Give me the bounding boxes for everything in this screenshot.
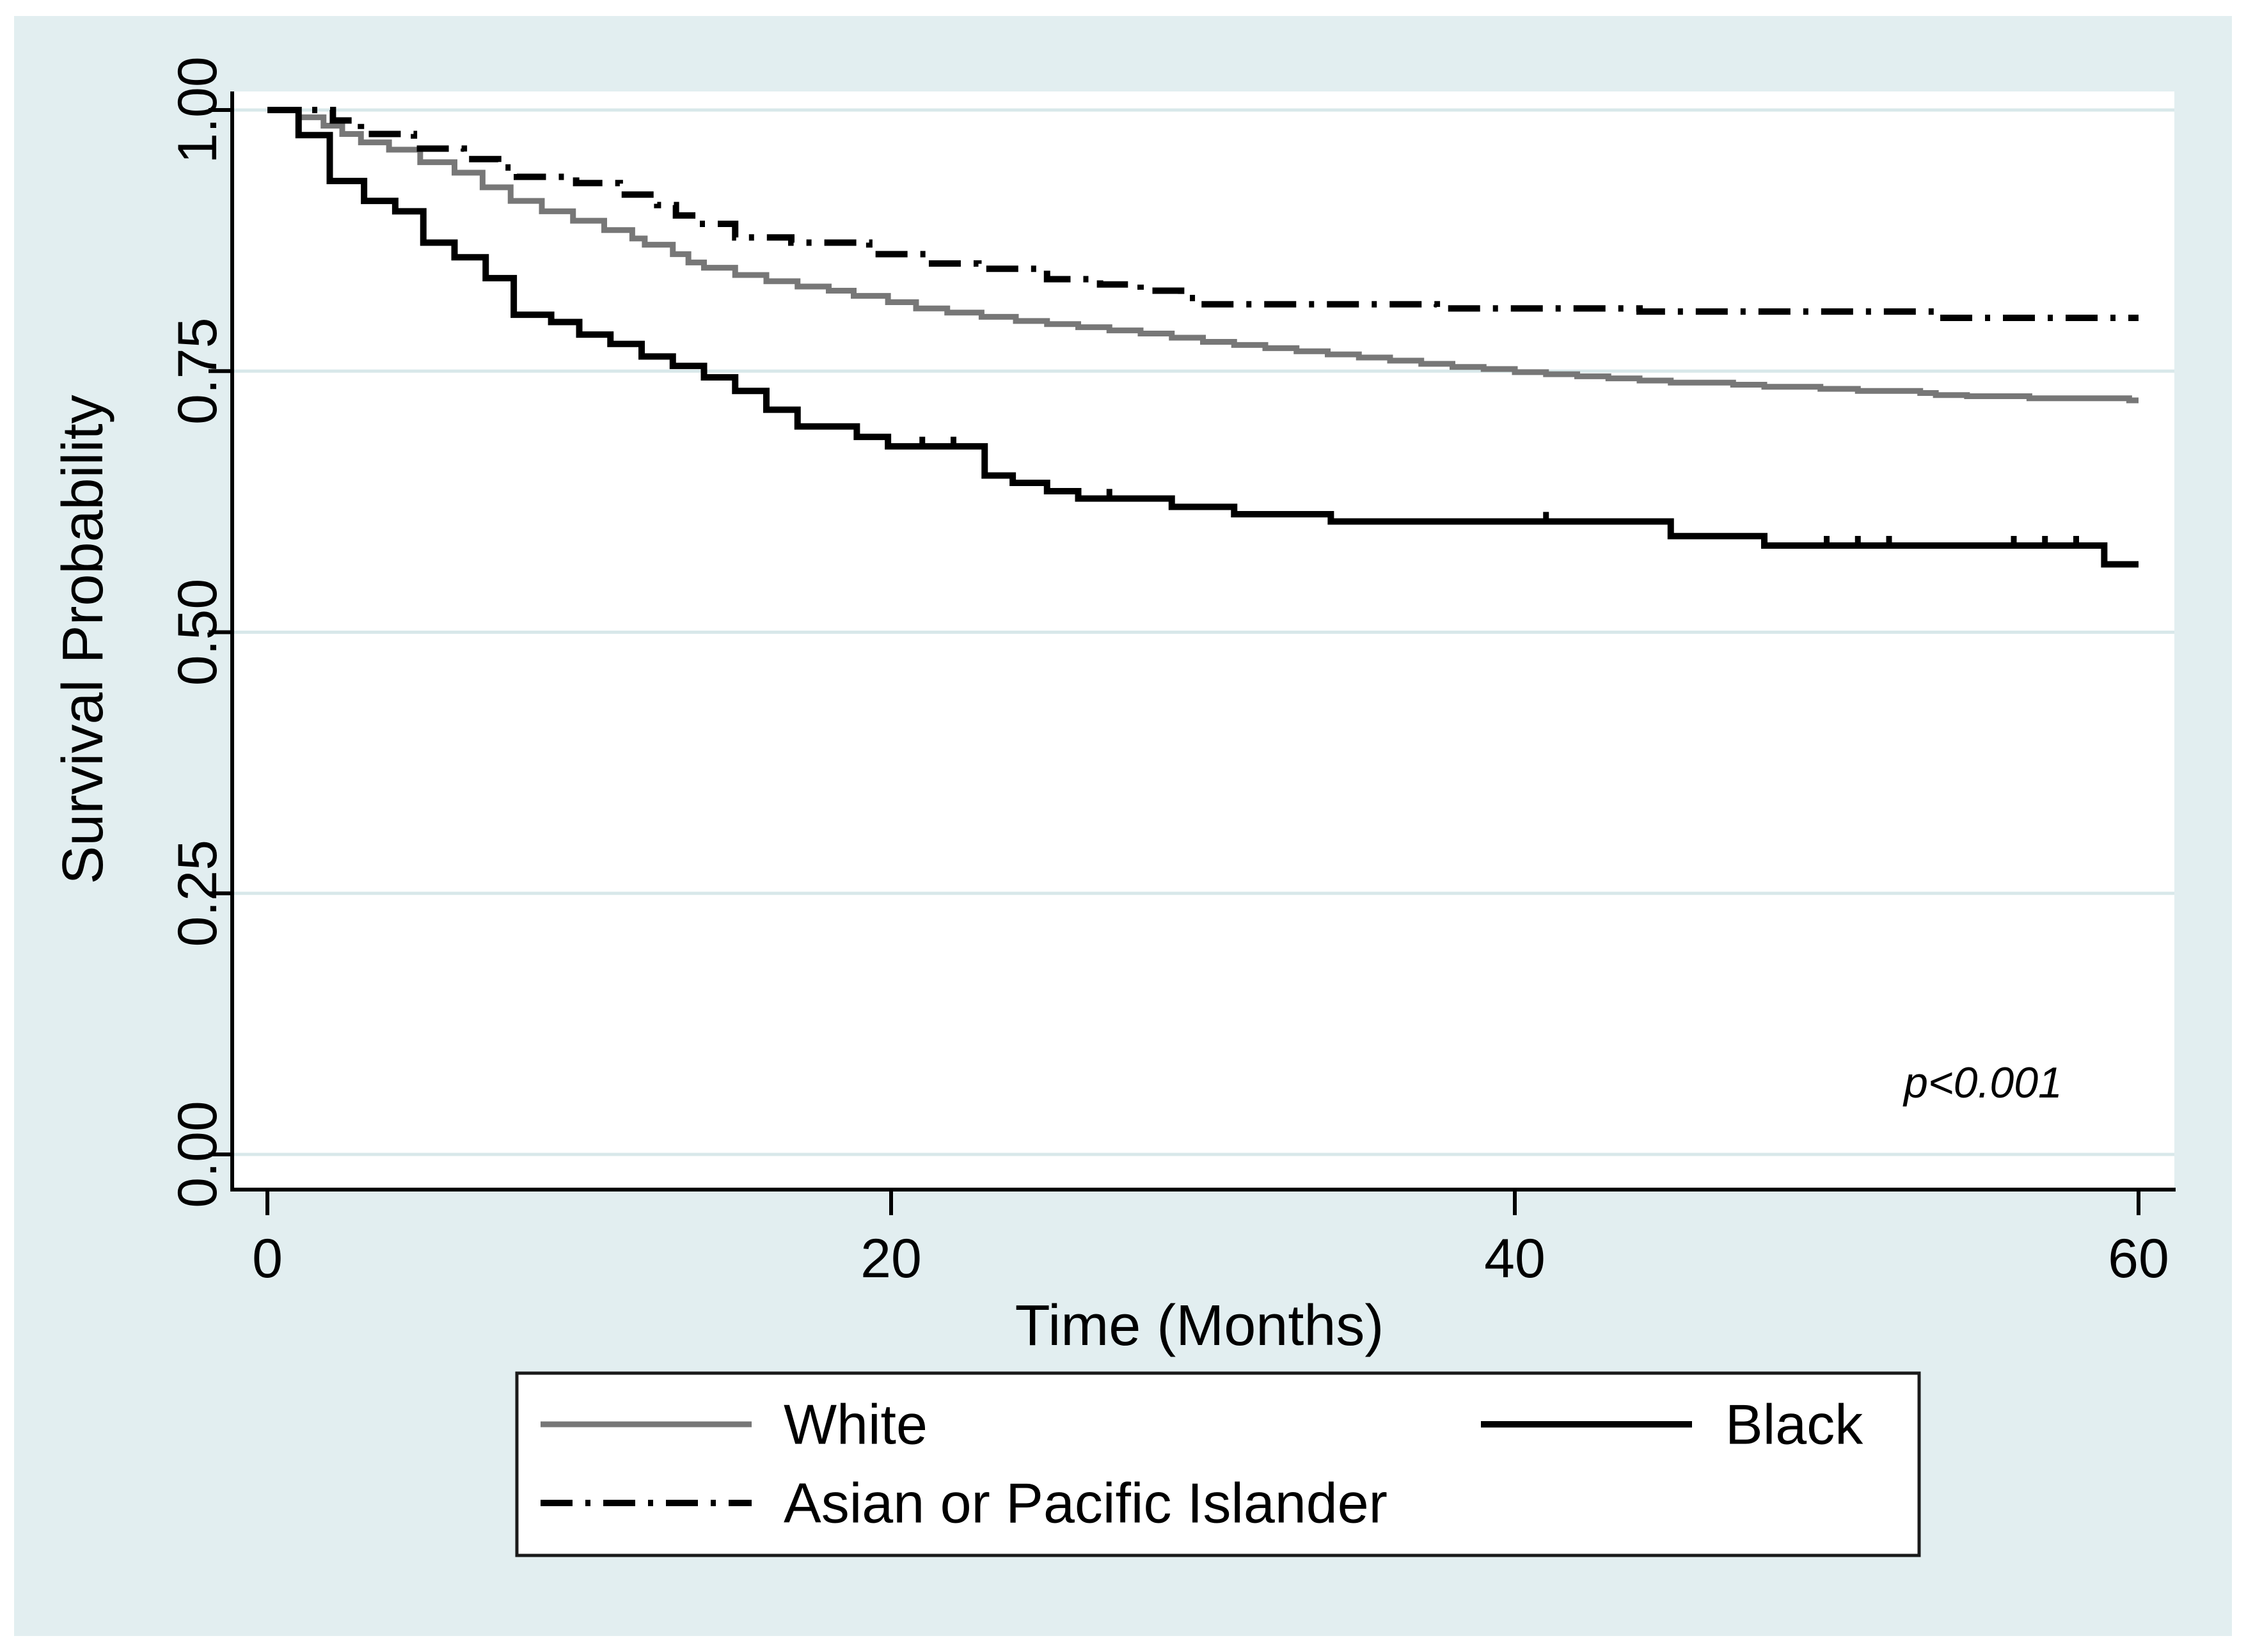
y-tick-label: 0.50 (167, 579, 228, 686)
legend-label-black: Black (1725, 1393, 1863, 1456)
y-tick-label: 0.25 (167, 840, 228, 947)
y-axis-title: Survival Probability (51, 395, 115, 884)
x-axis-title: Time (Months) (1015, 1294, 1384, 1358)
legend: White Black Asian or Pacific Islander (515, 1371, 1921, 1557)
y-tick-label: 1.00 (167, 56, 228, 163)
plot-area (232, 91, 2174, 1190)
series-line-white (267, 107, 2139, 404)
legend-label-asian: Asian or Pacific Islander (784, 1472, 1388, 1535)
p-value-annotation: p<0.001 (1902, 1058, 2062, 1107)
x-tick-label: 60 (2108, 1228, 2169, 1289)
x-tick-label: 40 (1484, 1228, 1546, 1289)
plot-render-root: 0.00 0.25 0.50 0.75 1.00 0 20 40 60 (167, 56, 2176, 1289)
series-line-asian-or-pacific-islander (267, 107, 2139, 321)
series-line-black (267, 107, 2139, 568)
x-tick-label: 20 (860, 1228, 922, 1289)
legend-box (515, 1371, 1921, 1557)
legend-label-white: White (784, 1393, 928, 1456)
y-tick-label: 0.00 (167, 1101, 228, 1208)
x-tick-label: 0 (252, 1228, 283, 1289)
y-tick-label: 0.75 (167, 318, 228, 425)
